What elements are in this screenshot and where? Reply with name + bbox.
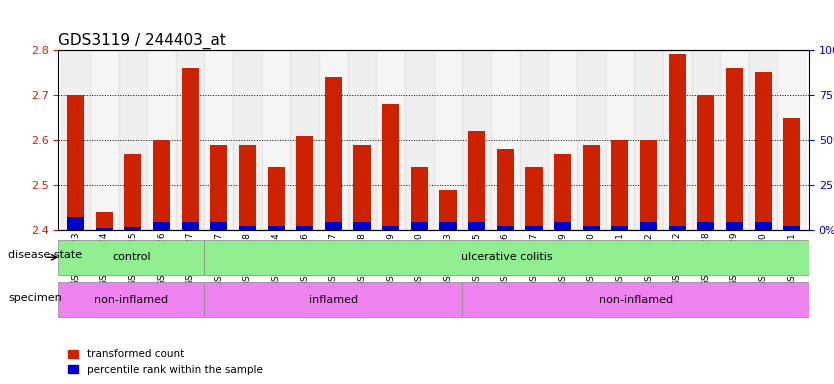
Bar bbox=[783, 118, 801, 230]
Bar bbox=[354, 145, 370, 230]
Bar bbox=[262, 50, 290, 230]
Bar bbox=[726, 222, 743, 230]
Bar bbox=[634, 50, 663, 230]
Text: non-inflamed: non-inflamed bbox=[94, 295, 168, 305]
Bar bbox=[583, 226, 600, 230]
Bar bbox=[90, 50, 118, 230]
Bar bbox=[721, 50, 749, 230]
Bar bbox=[147, 50, 176, 230]
Bar bbox=[96, 212, 113, 230]
Text: specimen: specimen bbox=[8, 293, 62, 303]
Text: ulcerative colitis: ulcerative colitis bbox=[461, 252, 553, 262]
Bar bbox=[376, 50, 405, 230]
Bar bbox=[554, 222, 571, 230]
Bar bbox=[691, 50, 721, 230]
Bar bbox=[96, 228, 113, 230]
Bar bbox=[777, 50, 806, 230]
Bar bbox=[605, 50, 634, 230]
Text: control: control bbox=[112, 252, 151, 262]
Bar bbox=[611, 226, 629, 230]
Bar bbox=[697, 222, 715, 230]
Bar bbox=[182, 68, 198, 230]
Bar bbox=[296, 136, 314, 230]
Bar bbox=[210, 145, 228, 230]
Bar bbox=[382, 104, 399, 230]
Bar bbox=[525, 226, 543, 230]
Bar bbox=[497, 149, 514, 230]
Text: non-inflamed: non-inflamed bbox=[599, 295, 673, 305]
Bar bbox=[153, 140, 170, 230]
Bar bbox=[640, 222, 657, 230]
Bar bbox=[669, 226, 686, 230]
FancyBboxPatch shape bbox=[58, 282, 204, 317]
Bar bbox=[239, 226, 256, 230]
Bar bbox=[296, 226, 314, 230]
Bar bbox=[124, 154, 142, 230]
Bar bbox=[411, 167, 428, 230]
Bar bbox=[268, 226, 284, 230]
Bar bbox=[640, 140, 657, 230]
Legend: transformed count, percentile rank within the sample: transformed count, percentile rank withi… bbox=[63, 345, 267, 379]
Bar bbox=[124, 227, 142, 230]
Bar bbox=[405, 50, 434, 230]
Text: GDS3119 / 244403_at: GDS3119 / 244403_at bbox=[58, 32, 226, 48]
Bar bbox=[239, 145, 256, 230]
Bar bbox=[462, 50, 491, 230]
Bar bbox=[268, 167, 284, 230]
Bar bbox=[755, 73, 771, 230]
Bar bbox=[554, 154, 571, 230]
Bar bbox=[577, 50, 605, 230]
Bar bbox=[348, 50, 376, 230]
Bar bbox=[61, 50, 90, 230]
Bar bbox=[749, 50, 777, 230]
Text: disease state: disease state bbox=[8, 250, 83, 260]
Bar bbox=[210, 222, 228, 230]
Bar bbox=[491, 50, 520, 230]
Bar bbox=[153, 222, 170, 230]
Bar bbox=[663, 50, 691, 230]
Bar bbox=[67, 217, 84, 230]
Bar bbox=[324, 77, 342, 230]
FancyBboxPatch shape bbox=[204, 282, 462, 317]
Bar bbox=[755, 222, 771, 230]
Bar bbox=[319, 50, 348, 230]
Bar bbox=[726, 68, 743, 230]
FancyBboxPatch shape bbox=[58, 240, 204, 275]
Bar bbox=[411, 222, 428, 230]
Bar bbox=[583, 145, 600, 230]
Bar bbox=[548, 50, 577, 230]
Bar bbox=[182, 222, 198, 230]
Bar bbox=[204, 50, 234, 230]
Bar bbox=[290, 50, 319, 230]
Bar bbox=[697, 95, 715, 230]
Bar bbox=[611, 140, 629, 230]
Text: inflamed: inflamed bbox=[309, 295, 358, 305]
Bar bbox=[234, 50, 262, 230]
Bar bbox=[440, 222, 456, 230]
FancyBboxPatch shape bbox=[204, 240, 809, 275]
Bar bbox=[354, 222, 370, 230]
Bar bbox=[520, 50, 548, 230]
Bar bbox=[525, 167, 543, 230]
Bar bbox=[176, 50, 204, 230]
Bar bbox=[468, 131, 485, 230]
Bar bbox=[67, 95, 84, 230]
Bar bbox=[669, 55, 686, 230]
Bar bbox=[434, 50, 462, 230]
Bar bbox=[497, 226, 514, 230]
FancyBboxPatch shape bbox=[462, 282, 809, 317]
Bar bbox=[783, 226, 801, 230]
Bar bbox=[118, 50, 147, 230]
Bar bbox=[382, 226, 399, 230]
Bar bbox=[440, 190, 456, 230]
Bar bbox=[324, 222, 342, 230]
Bar bbox=[468, 222, 485, 230]
